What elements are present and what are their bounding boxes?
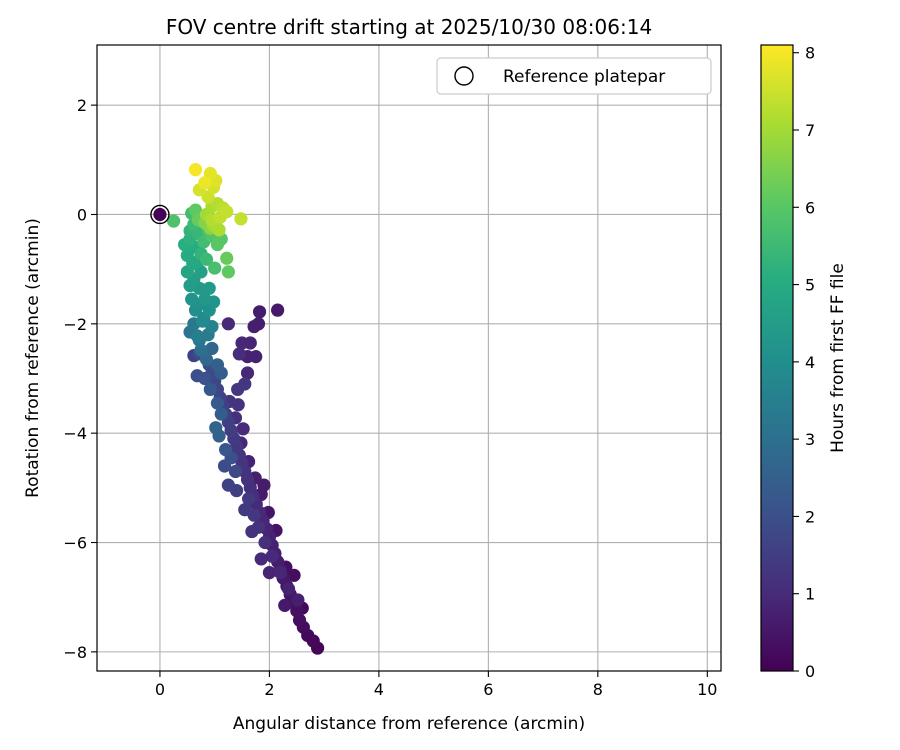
scatter-point	[221, 478, 235, 492]
scatter-point	[199, 252, 214, 266]
scatter-point	[198, 176, 212, 190]
scatter-point	[273, 565, 287, 580]
scatter-point	[221, 265, 235, 279]
scatter-point	[180, 248, 194, 263]
scatter-point	[198, 371, 212, 386]
scatter-point	[185, 292, 199, 306]
legend-marker-icon	[454, 66, 474, 86]
scatter-points	[150, 163, 325, 655]
scatter-point	[240, 366, 255, 380]
scatter-point	[234, 212, 248, 226]
colorbar-label: Hours from first FF file	[828, 263, 848, 453]
scatter-point	[203, 382, 217, 397]
chart-title: FOV centre drift starting at 2025/10/30 …	[166, 15, 652, 39]
scatter-point	[190, 329, 204, 343]
x-tick-label: 8	[593, 680, 603, 699]
y-tick-label: −2	[63, 315, 87, 334]
scatter-point	[210, 396, 225, 410]
scatter-point	[198, 292, 212, 306]
scatter-point	[167, 214, 181, 228]
y-tick-label: 0	[77, 205, 87, 224]
colorbar-tick-label: 3	[805, 430, 815, 449]
scatter-point	[221, 317, 235, 331]
x-tick-label: 0	[155, 680, 165, 699]
y-tick-label: 2	[77, 96, 87, 115]
colorbar-tick-label: 6	[805, 198, 815, 217]
colorbar-gradient	[760, 44, 794, 672]
colorbar: 0 1 2 3 4 5 6 7 8	[760, 44, 815, 681]
scatter-point	[281, 582, 296, 596]
scatter-point	[291, 593, 305, 607]
colorbar-tick-label: 8	[805, 44, 815, 63]
scatter-point	[212, 223, 226, 237]
scatter-point	[242, 492, 256, 506]
scatter-point	[228, 464, 243, 479]
scatter-point	[208, 261, 222, 275]
scatter-point	[202, 281, 216, 295]
scatter-point	[188, 163, 203, 177]
scatter-point	[252, 305, 267, 319]
scatter-point	[249, 350, 263, 364]
x-tick-label: 2	[264, 680, 274, 699]
scatter-point	[209, 421, 223, 435]
colorbar-tick-label: 7	[805, 121, 815, 140]
x-axis: 0 2 4 6 8 10	[155, 671, 717, 699]
scatter-point	[194, 343, 208, 357]
x-tick-label: 4	[374, 680, 384, 699]
scatter-point	[258, 535, 272, 550]
x-tick-label: 10	[697, 680, 717, 699]
colorbar-tick-label: 5	[805, 276, 815, 295]
legend-frame	[436, 57, 712, 95]
scatter-point	[265, 549, 279, 563]
scatter-point	[287, 568, 301, 582]
y-tick-label: −8	[63, 643, 87, 662]
scatter-point	[262, 565, 277, 580]
x-axis-label: Angular distance from reference (arcmin)	[233, 714, 585, 734]
scatter-point	[205, 341, 219, 356]
scatter-point	[231, 382, 245, 397]
scatter-point	[235, 336, 249, 350]
colorbar-tick-label: 0	[805, 662, 815, 681]
scatter-point	[210, 358, 225, 372]
scatter-point	[257, 478, 271, 492]
y-axis-label: Rotation from reference (arcmin)	[23, 218, 43, 498]
x-tick-label: 6	[483, 680, 493, 699]
scatter-point	[245, 524, 259, 539]
scatter-point	[254, 552, 268, 566]
colorbar-tick-label: 2	[805, 507, 815, 526]
scatter-point	[238, 503, 252, 517]
colorbar-tick-label: 4	[805, 353, 815, 372]
scatter-point	[278, 598, 292, 612]
colorbar-tick-label: 1	[805, 585, 815, 604]
scatter-point	[153, 207, 167, 222]
scatter-point	[196, 314, 210, 328]
scatter-point	[220, 251, 234, 265]
y-tick-label: −6	[63, 534, 87, 553]
scatter-point	[271, 303, 285, 317]
scatter-point	[232, 347, 246, 361]
grid	[97, 45, 721, 671]
y-tick-label: −4	[63, 424, 87, 443]
scatter-point	[194, 265, 208, 279]
scatter-point	[220, 205, 234, 219]
scatter-point	[236, 422, 250, 436]
scatter-point	[247, 319, 261, 334]
scatter-point	[219, 442, 233, 457]
plot-area-frame	[96, 44, 722, 672]
scatter-point	[214, 407, 228, 421]
scatter-point	[201, 190, 215, 204]
legend: Reference platepar	[436, 57, 712, 95]
y-axis: 2 0 −2 −4 −6 −8	[63, 96, 97, 662]
legend-entry-label: Reference platepar	[503, 67, 665, 87]
reference-platepar-marker	[150, 204, 170, 225]
